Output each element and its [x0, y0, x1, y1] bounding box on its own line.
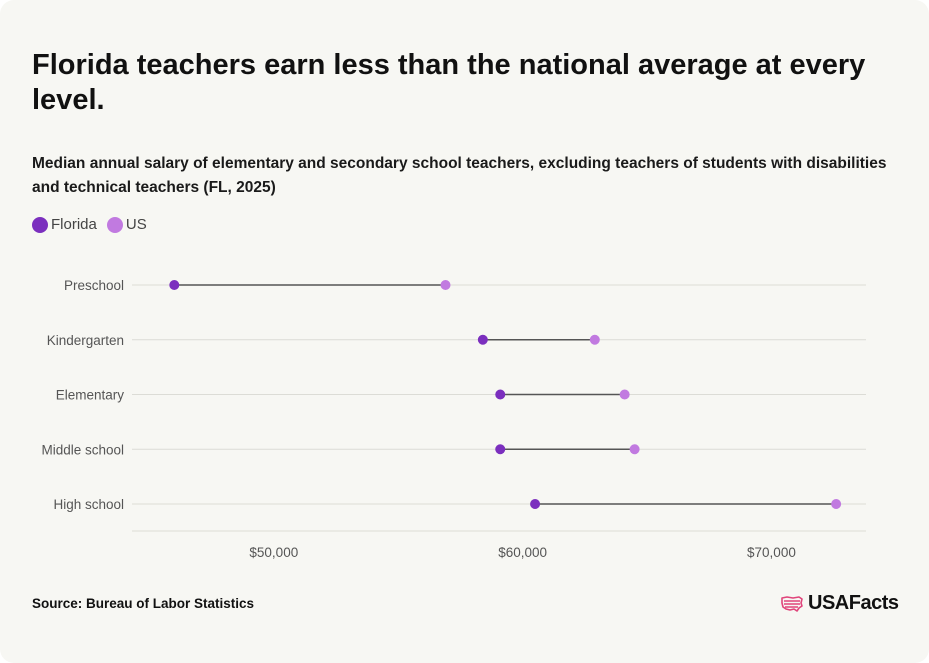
category-label-preschool: Preschool: [64, 278, 124, 293]
point-us-elementary: [619, 389, 630, 400]
chart-subtitle: Median annual salary of elementary and s…: [32, 155, 887, 196]
legend: Florida US: [32, 216, 157, 233]
point-florida-kindergarten: [477, 334, 488, 345]
category-label-kindergarten: Kindergarten: [47, 333, 124, 348]
category-label-high-school: High school: [53, 497, 124, 512]
usa-flag-map-icon: [781, 595, 803, 612]
source-note: Source: Bureau of Labor Statistics: [32, 596, 255, 611]
point-florida-middle-school: [495, 444, 506, 455]
usafacts-logo: USAFacts: [780, 592, 899, 615]
legend-swatch-florida: [32, 216, 48, 233]
point-florida-preschool: [169, 280, 180, 290]
point-us-kindergarten: [589, 334, 600, 345]
legend-swatch-us: [106, 216, 123, 233]
point-florida-elementary: [495, 389, 506, 400]
category-label-elementary: Elementary: [56, 388, 125, 403]
point-us-preschool: [440, 280, 451, 290]
legend-item-us: US: [106, 216, 147, 233]
x-tick-label: $60,000: [498, 545, 547, 560]
legend-label-florida: Florida: [51, 216, 97, 233]
point-us-high-school: [831, 499, 842, 509]
x-tick-label: $50,000: [249, 545, 298, 560]
point-us-middle-school: [629, 444, 640, 455]
point-florida-high-school: [530, 499, 541, 509]
logo-text: USAFacts: [808, 592, 899, 614]
chart-title: Florida teachers earn less than the nati…: [32, 49, 866, 116]
x-tick-label: $70,000: [747, 545, 796, 560]
legend-item-florida: Florida: [32, 216, 97, 233]
category-label-middle-school: Middle school: [41, 442, 124, 457]
legend-label-us: US: [125, 216, 147, 233]
